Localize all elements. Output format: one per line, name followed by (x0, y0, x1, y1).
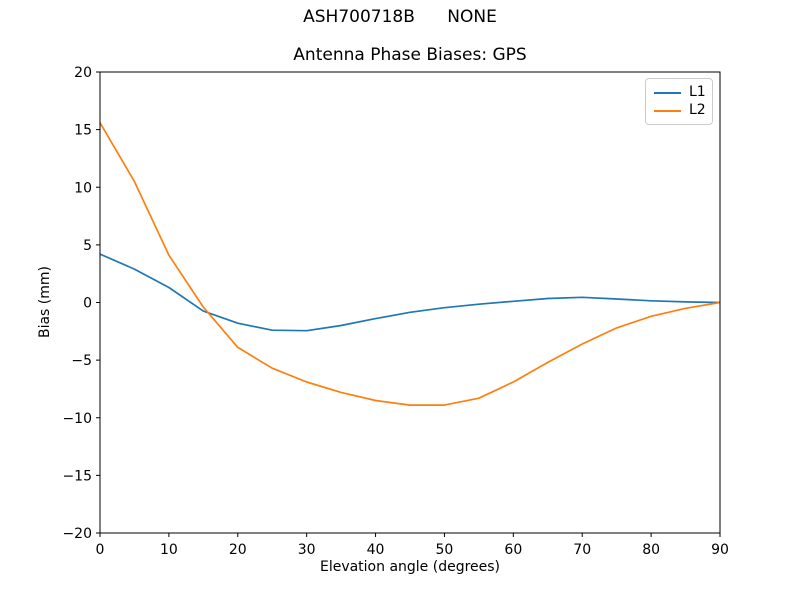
legend-item-label: L1 (689, 84, 706, 100)
x-tick-label: 10 (160, 542, 178, 558)
series-line-l1 (99, 253, 721, 332)
legend: L1 L2 (645, 78, 713, 125)
x-tick-label: 60 (504, 542, 522, 558)
y-tick-label: 20 (74, 65, 92, 81)
legend-line-swatch-l2 (654, 109, 681, 112)
figure-suptitle: ASH700718B NONE (303, 7, 497, 27)
x-tick-label: 30 (298, 542, 316, 558)
legend-item-l1: L1 (654, 84, 706, 100)
y-tick-label: 15 (74, 123, 92, 139)
legend-item-l2: L2 (654, 102, 706, 118)
y-axis-label: Bias (mm) (37, 265, 53, 339)
y-tick-label: 5 (83, 238, 92, 254)
y-tick-label: 0 (83, 296, 92, 312)
x-axis-label: Elevation angle (degrees) (319, 559, 501, 575)
y-tick-label: 10 (74, 180, 92, 196)
x-tick-label: 70 (573, 542, 591, 558)
x-tick-label: 0 (96, 542, 105, 558)
y-tick-label: −20 (62, 526, 92, 542)
legend-line-swatch-l1 (654, 91, 681, 94)
x-tick-label: 90 (711, 542, 729, 558)
y-tick-label: −5 (71, 353, 92, 369)
series-line-l2 (99, 122, 721, 406)
y-tick-label: −10 (62, 411, 92, 427)
x-tick-label: 20 (229, 542, 247, 558)
y-tick-label: −15 (62, 468, 92, 484)
x-tick-label: 80 (642, 542, 660, 558)
x-tick-label: 50 (436, 542, 454, 558)
axes-title: Antenna Phase Biases: GPS (293, 45, 527, 65)
x-tick-label: 40 (367, 542, 385, 558)
axes-spines (99, 71, 721, 534)
legend-item-label: L2 (689, 102, 706, 118)
